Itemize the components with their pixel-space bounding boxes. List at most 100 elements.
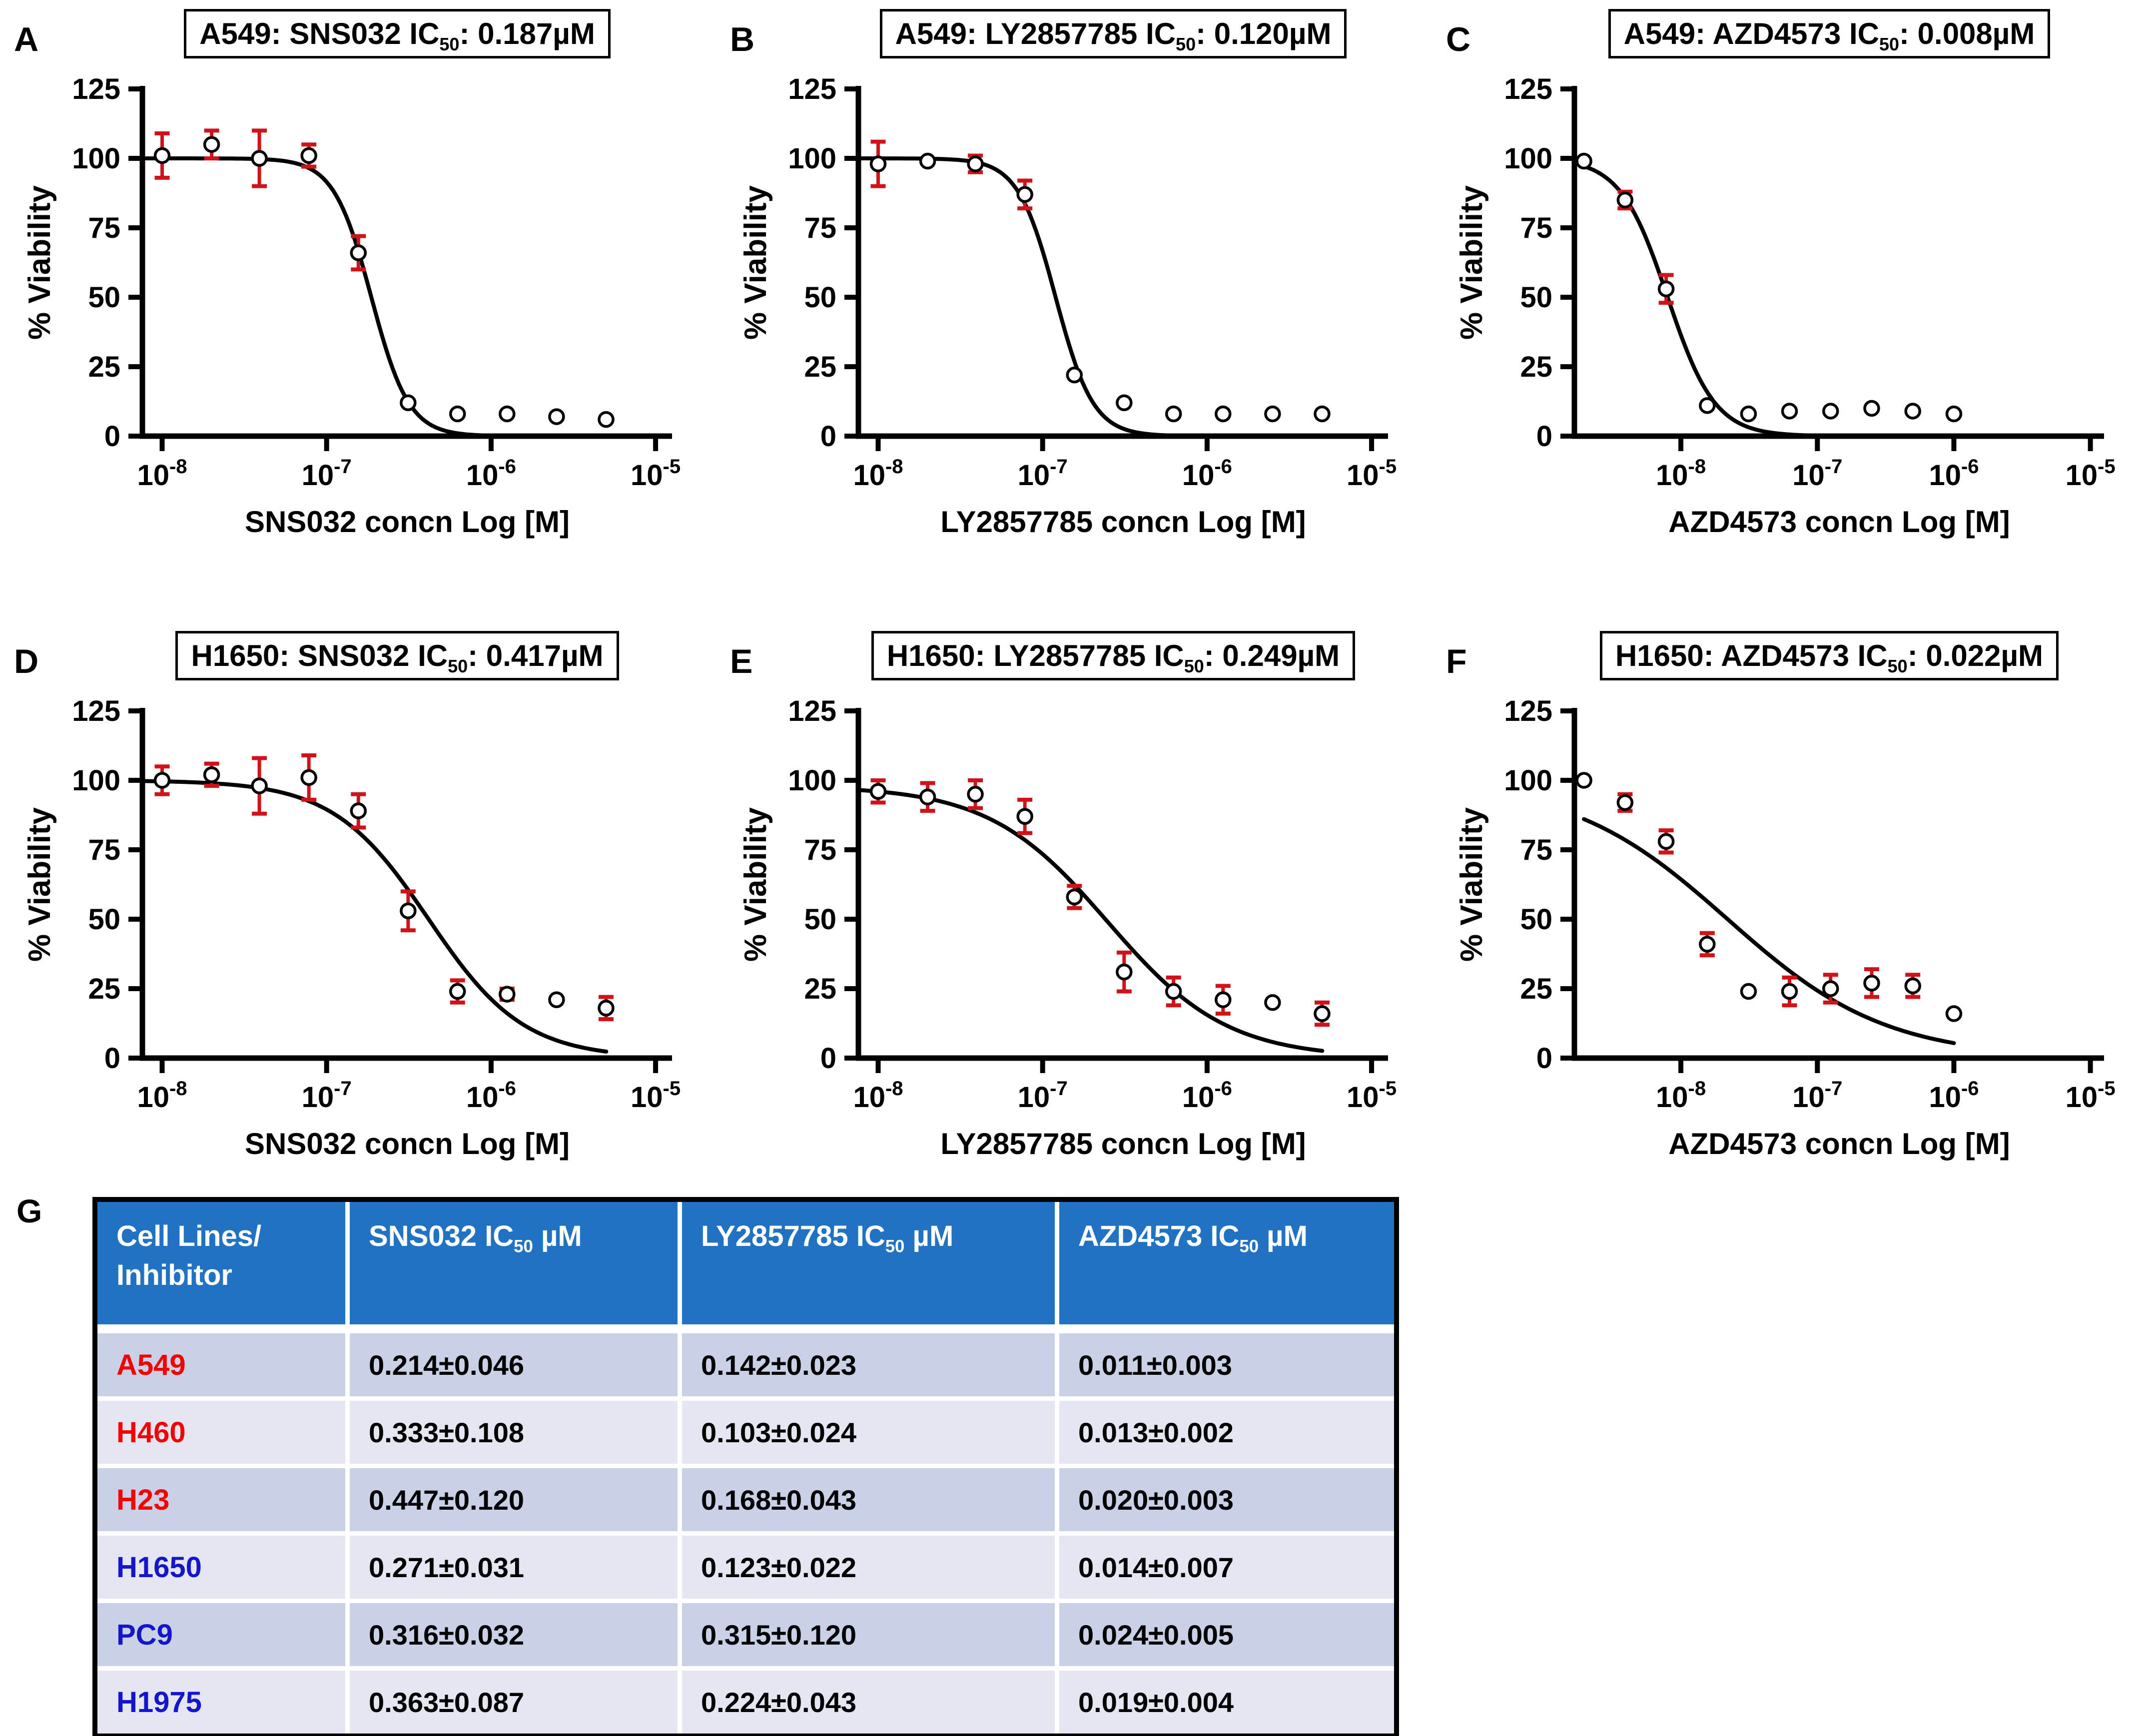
svg-text:LY2857785 concn Log [M]: LY2857785 concn Log [M] <box>940 1127 1306 1160</box>
svg-text:125: 125 <box>1504 73 1552 105</box>
svg-text:75: 75 <box>88 834 120 866</box>
table-row: PC9 0.316±0.032 0.315±0.120 0.024±0.005 <box>97 1603 1394 1671</box>
svg-text:10-5: 10-5 <box>1347 456 1397 492</box>
table-row: H1975 0.363±0.087 0.224±0.043 0.019±0.00… <box>97 1671 1394 1734</box>
svg-text:SNS032 concn Log [M]: SNS032 concn Log [M] <box>245 1127 570 1160</box>
chart-title-e: H1650: LY2857785 IC50: 0.249µM <box>871 631 1356 680</box>
header-subscript: 50 <box>514 1236 533 1256</box>
ic50-value: 0.024±0.005 <box>1059 1603 1394 1671</box>
header-unit: µM <box>533 1220 582 1252</box>
title-value: : 0.022µM <box>1907 639 2044 672</box>
panel-g: G Cell Lines/ Inhibitor SNS032 IC50 µM L… <box>16 1192 1399 1736</box>
svg-text:100: 100 <box>72 764 120 797</box>
ic50-value: 0.014±0.007 <box>1059 1536 1394 1603</box>
panel-b: B A549: LY2857785 IC50: 0.120µM 0 25 50 75 1… <box>716 9 1432 561</box>
title-subscript: 50 <box>1879 34 1899 54</box>
ic50-value: 0.020±0.003 <box>1059 1468 1394 1536</box>
svg-text:100: 100 <box>1504 142 1552 175</box>
header-subscript: 50 <box>885 1236 905 1256</box>
svg-text:10-7: 10-7 <box>1018 1078 1068 1114</box>
svg-text:100: 100 <box>788 764 836 797</box>
svg-text:% Viability: % Viability <box>738 185 773 340</box>
header-subscript: 50 <box>1239 1236 1259 1256</box>
svg-text:10-6: 10-6 <box>1929 456 1979 492</box>
title-value: : 0.187µM <box>459 17 595 50</box>
charts-grid: A A549: SNS032 IC50: 0.187µM 0 25 50 75 100 1… <box>0 9 2148 1183</box>
svg-text:0: 0 <box>104 420 120 453</box>
ic50-value: 0.316±0.032 <box>350 1603 682 1671</box>
panel-c: C A549: AZD4573 IC50: 0.008µM 0 25 50 75 100… <box>1432 9 2148 561</box>
ic50-value: 0.333±0.108 <box>350 1401 682 1468</box>
ic50-value: 0.168±0.043 <box>682 1468 1059 1536</box>
svg-text:125: 125 <box>788 695 836 727</box>
header-drug-name: AZD4573 IC <box>1078 1220 1240 1252</box>
title-subscript: 50 <box>1184 656 1204 676</box>
title-text: A549: SNS032 IC <box>199 17 440 50</box>
svg-text:10-6: 10-6 <box>1182 456 1232 492</box>
svg-text:10-6: 10-6 <box>466 456 516 492</box>
svg-text:10-8: 10-8 <box>1656 456 1706 492</box>
ic50-value: 0.447±0.120 <box>350 1468 682 1536</box>
svg-text:125: 125 <box>72 73 120 105</box>
svg-text:0: 0 <box>820 1042 836 1075</box>
svg-text:125: 125 <box>788 73 836 105</box>
chart-title-d: H1650: SNS032 IC50: 0.417µM <box>175 631 619 680</box>
ic50-value: 0.123±0.022 <box>682 1536 1059 1603</box>
svg-text:0: 0 <box>104 1042 120 1075</box>
svg-text:50: 50 <box>1520 281 1552 314</box>
svg-text:0: 0 <box>1536 420 1552 453</box>
svg-text:25: 25 <box>88 351 120 383</box>
svg-text:25: 25 <box>1520 973 1552 1005</box>
svg-text:10-5: 10-5 <box>631 456 681 492</box>
panel-a: A A549: SNS032 IC50: 0.187µM 0 25 50 75 100 1… <box>0 9 716 561</box>
dose-response-plot-c: 0 25 50 75 100 125 10-8 10-7 10-6 10-5 % Viability… <box>1454 73 2116 539</box>
title-text: A549: AZD4573 IC <box>1623 17 1879 50</box>
svg-text:100: 100 <box>72 142 120 175</box>
cell-line-name: H23 <box>97 1468 350 1536</box>
panel-label-f: F <box>1446 642 1467 680</box>
svg-text:10-6: 10-6 <box>466 1078 516 1114</box>
svg-text:125: 125 <box>72 695 120 727</box>
ic50-value: 0.224±0.043 <box>682 1671 1059 1734</box>
svg-text:125: 125 <box>1504 695 1552 727</box>
dose-response-plot-a: 0 25 50 75 100 125 10-8 10-7 10-6 10-5 % Viability… <box>22 73 681 539</box>
chart-title-a: A549: SNS032 IC50: 0.187µM <box>184 9 611 58</box>
table-row: A549 0.214±0.046 0.142±0.023 0.011±0.003 <box>97 1333 1394 1401</box>
svg-text:75: 75 <box>804 834 836 866</box>
svg-text:SNS032 concn Log [M]: SNS032 concn Log [M] <box>245 505 570 539</box>
svg-text:% Viability: % Viability <box>1454 185 1489 340</box>
header-cell-lines: Cell Lines/ Inhibitor <box>97 1202 350 1333</box>
svg-text:10-5: 10-5 <box>1347 1078 1397 1114</box>
title-value: : 0.417µM <box>468 639 604 672</box>
title-text: H1650: LY2857785 IC <box>886 639 1184 672</box>
title-text: H1650: AZD4573 IC <box>1615 639 1888 672</box>
svg-text:75: 75 <box>804 212 836 244</box>
panel-f: F H1650: AZD4573 IC50: 0.022µM 0 25 50 75 10… <box>1432 631 2148 1183</box>
cell-line-name: H1650 <box>97 1536 350 1603</box>
svg-text:25: 25 <box>804 351 836 383</box>
ic50-value: 0.315±0.120 <box>682 1603 1059 1671</box>
svg-text:0: 0 <box>1536 1042 1552 1075</box>
svg-text:25: 25 <box>1520 351 1552 383</box>
svg-text:75: 75 <box>1520 212 1552 244</box>
header-unit: µM <box>1259 1220 1308 1252</box>
title-value: : 0.120µM <box>1196 17 1332 50</box>
svg-text:10-7: 10-7 <box>1018 456 1068 492</box>
ic50-value: 0.214±0.046 <box>350 1333 682 1401</box>
svg-text:10-8: 10-8 <box>1656 1078 1706 1114</box>
svg-text:% Viability: % Viability <box>738 807 773 962</box>
svg-text:10-7: 10-7 <box>1792 456 1842 492</box>
svg-text:% Viability: % Viability <box>1454 807 1489 962</box>
svg-text:% Viability: % Viability <box>22 185 57 340</box>
panel-label-a: A <box>14 20 39 58</box>
svg-text:10-5: 10-5 <box>2066 1078 2116 1114</box>
cell-line-name: PC9 <box>97 1603 350 1671</box>
title-text: A549: LY2857785 IC <box>895 17 1176 50</box>
header-cell-lines-label: Cell Lines/ Inhibitor <box>116 1220 262 1292</box>
svg-text:100: 100 <box>1504 764 1552 797</box>
chart-title-b: A549: LY2857785 IC50: 0.120µM <box>879 9 1347 58</box>
panel-d: D H1650: SNS032 IC50: 0.417µM 0 25 50 75 100… <box>0 631 716 1183</box>
header-drug-name: LY2857785 IC <box>701 1220 885 1252</box>
panel-e: E H1650: LY2857785 IC50: 0.249µM 0 25 50 75… <box>716 631 1432 1183</box>
title-text: H1650: SNS032 IC <box>191 639 448 672</box>
